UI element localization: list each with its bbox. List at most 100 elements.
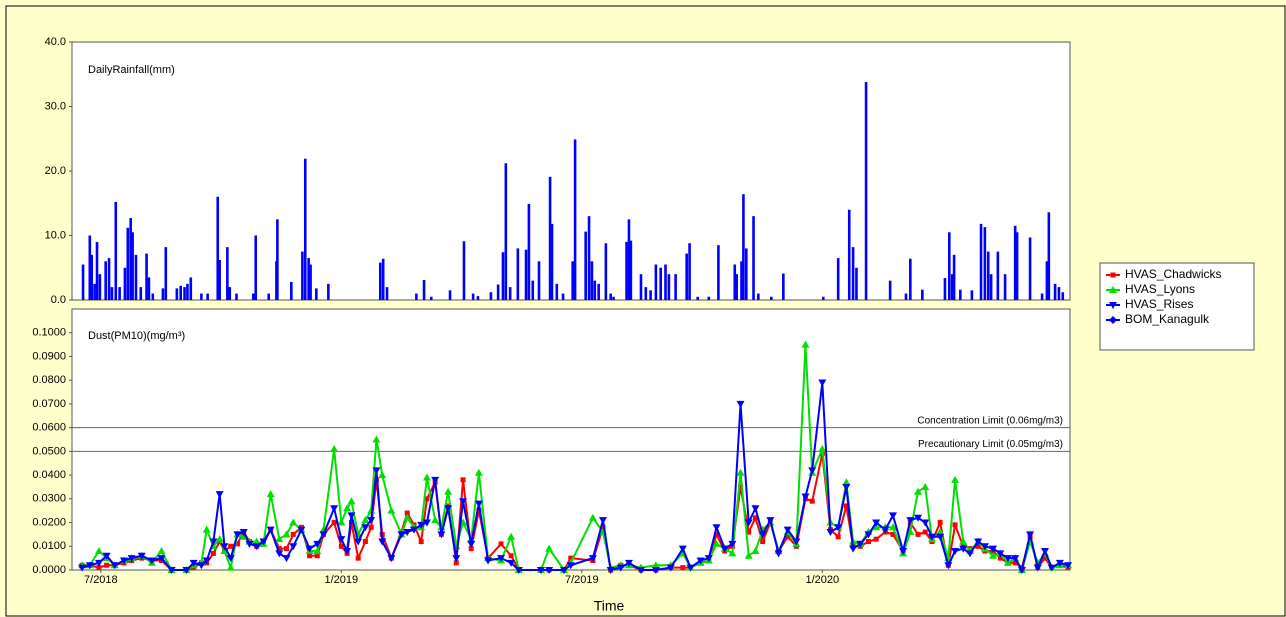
marker <box>873 536 879 542</box>
bar <box>179 285 182 300</box>
marker <box>997 555 1003 561</box>
y-tick-label: 0.0500 <box>32 445 66 457</box>
marker <box>330 444 339 452</box>
marker <box>678 545 687 553</box>
bar <box>950 274 954 300</box>
marker <box>307 553 313 559</box>
marker <box>865 539 871 545</box>
y-tick-label: 0.0000 <box>32 564 66 576</box>
bar <box>947 232 951 300</box>
marker <box>378 471 387 479</box>
marker <box>284 546 290 552</box>
bar <box>952 254 956 300</box>
bar <box>496 284 500 300</box>
legend-marker <box>1109 286 1117 293</box>
bar <box>735 274 738 300</box>
bar <box>548 176 552 300</box>
marker <box>881 526 890 534</box>
bar <box>688 243 691 300</box>
marker <box>297 526 306 534</box>
marker <box>290 531 296 537</box>
marker <box>1026 531 1035 539</box>
bar <box>733 264 737 300</box>
marker <box>474 500 483 508</box>
bar <box>381 258 385 300</box>
bar <box>524 249 528 300</box>
marker <box>1040 548 1049 556</box>
bar <box>644 287 648 300</box>
bar <box>851 247 855 300</box>
marker <box>409 526 418 534</box>
marker <box>889 512 898 520</box>
bar <box>970 290 974 300</box>
bar <box>415 293 418 300</box>
marker <box>343 548 352 556</box>
marker <box>202 557 211 565</box>
marker <box>484 557 493 565</box>
marker <box>952 522 958 528</box>
bar <box>200 293 203 300</box>
marker <box>636 567 645 574</box>
marker <box>616 564 625 572</box>
marker <box>624 559 633 567</box>
marker <box>843 503 849 509</box>
panel-title: DailyRainfall(mm) <box>88 64 175 76</box>
bar <box>609 293 612 300</box>
marker <box>157 555 166 563</box>
marker <box>864 531 873 539</box>
marker <box>842 478 851 486</box>
marker <box>959 545 968 553</box>
marker <box>387 506 396 514</box>
marker <box>937 520 943 526</box>
bar <box>476 296 480 300</box>
x-tick-label: 7/2019 <box>565 574 599 586</box>
marker <box>598 517 607 525</box>
bar <box>385 287 389 300</box>
marker <box>226 563 235 571</box>
marker <box>746 529 752 535</box>
bar <box>996 251 1000 300</box>
bar <box>888 280 892 300</box>
bar <box>989 274 993 300</box>
bar <box>81 264 85 300</box>
bar <box>88 235 92 300</box>
marker <box>890 531 896 537</box>
bar <box>587 216 591 300</box>
bar <box>555 283 559 300</box>
marker <box>651 567 660 574</box>
marker <box>127 555 136 563</box>
bar <box>593 280 597 300</box>
bar <box>123 267 127 300</box>
marker <box>497 555 506 563</box>
marker <box>266 490 275 498</box>
marker <box>476 508 482 514</box>
limit-label: Precautionary Limit (0.05mg/m3) <box>918 439 1063 450</box>
bar <box>654 264 658 300</box>
marker <box>712 539 721 547</box>
marker <box>78 564 87 572</box>
bar <box>151 293 155 300</box>
plot-area-dust <box>71 308 1071 571</box>
bar <box>206 293 209 300</box>
marker <box>666 564 675 572</box>
bar <box>315 288 318 300</box>
marker <box>347 512 356 520</box>
marker <box>337 536 346 544</box>
marker <box>444 505 453 513</box>
marker <box>842 483 851 491</box>
marker <box>338 543 344 549</box>
x-axis-label: Time <box>594 598 625 614</box>
bar <box>864 81 868 301</box>
marker <box>215 491 224 499</box>
bar <box>516 248 520 300</box>
marker <box>560 567 569 574</box>
marker <box>975 543 981 549</box>
bar <box>104 261 107 300</box>
marker <box>651 561 660 569</box>
x-tick-label: 7/2018 <box>84 574 118 586</box>
marker <box>239 529 248 537</box>
bar <box>422 280 426 300</box>
legend-label: HVAS_Lyons <box>1125 282 1195 296</box>
marker <box>545 544 554 552</box>
marker <box>906 528 915 536</box>
